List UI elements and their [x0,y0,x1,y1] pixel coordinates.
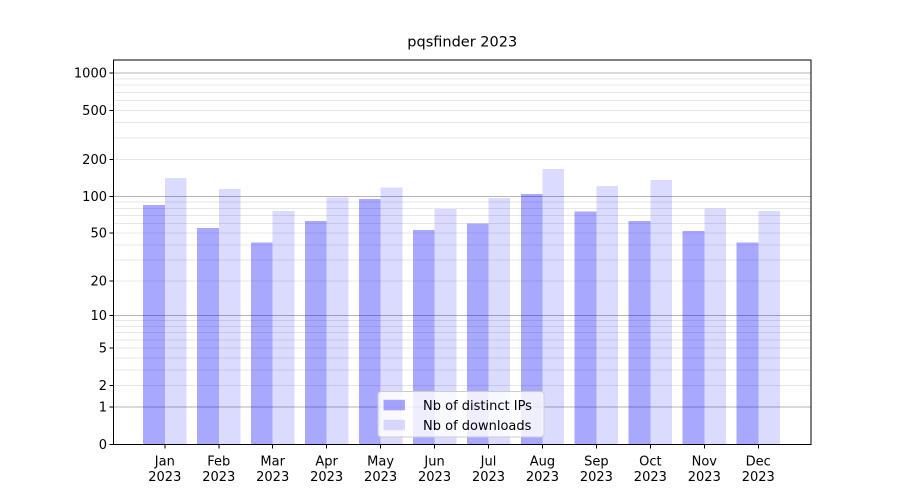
legend-swatch [383,399,405,411]
legend-box [377,391,545,438]
bar-downloads [704,208,726,445]
bar-downloads [542,168,565,445]
bar-distinct-ips [197,228,219,445]
y-tick-label: 200 [82,153,107,168]
bar-downloads [650,180,673,445]
bar-distinct-ips [358,199,381,445]
x-tick-label: Apr 2023 [310,454,343,485]
bar-distinct-ips [412,230,435,445]
bar-distinct-ips [628,220,651,445]
bar-distinct-ips [520,193,543,445]
bar-distinct-ips [736,242,759,445]
x-tick-label: Jun 2023 [418,454,451,485]
y-tick-label: 0 [99,438,107,453]
x-tick-label: Dec 2023 [742,454,775,485]
bar-downloads [488,198,511,445]
plot-border [113,59,812,445]
y-tick-label: 1000 [74,67,107,82]
y-tick-label: 20 [90,274,107,289]
y-tick-label: 10 [90,309,107,324]
legend-label: Nb of downloads [423,419,532,434]
y-tick-label: 2 [99,379,107,394]
y-tick-label: 5 [99,342,107,357]
x-tick-label: Nov 2023 [688,454,721,485]
bar-distinct-ips [682,231,705,445]
y-tick-label: 50 [90,227,107,242]
legend: Nb of distinct IPs Nb of downloads [377,391,545,438]
legend-swatch [383,419,405,431]
bar-downloads [434,208,457,445]
y-tick-label: 500 [82,104,107,119]
bar-distinct-ips [574,211,597,445]
bar-downloads [164,178,187,445]
x-tick-label: May 2023 [364,454,397,485]
legend-label: Nb of distinct IPs [423,399,532,414]
bar-downloads [326,197,349,445]
x-tick-label: Aug 2023 [526,454,559,485]
x-tick-label: Jan 2023 [148,454,181,485]
x-tick-label: Sep 2023 [580,454,613,485]
x-tick-label: Jul 2023 [472,454,505,485]
bar-downloads [218,188,241,445]
bar-distinct-ips [143,205,165,445]
bar-distinct-ips [251,242,273,445]
bar-downloads [380,187,403,445]
x-tick-label: Feb 2023 [202,454,235,485]
y-tick-label: 100 [82,190,107,205]
bar-distinct-ips [466,223,489,445]
chart-title: pqsfinder 2023 [407,35,517,51]
bar-downloads [272,211,295,445]
bar-distinct-ips [304,220,327,445]
y-tick-label: 1 [99,401,107,416]
x-tick-label: Mar 2023 [256,454,289,485]
x-tick-label: Oct 2023 [634,454,667,485]
bar-downloads [596,185,619,445]
bar-downloads [758,211,780,445]
